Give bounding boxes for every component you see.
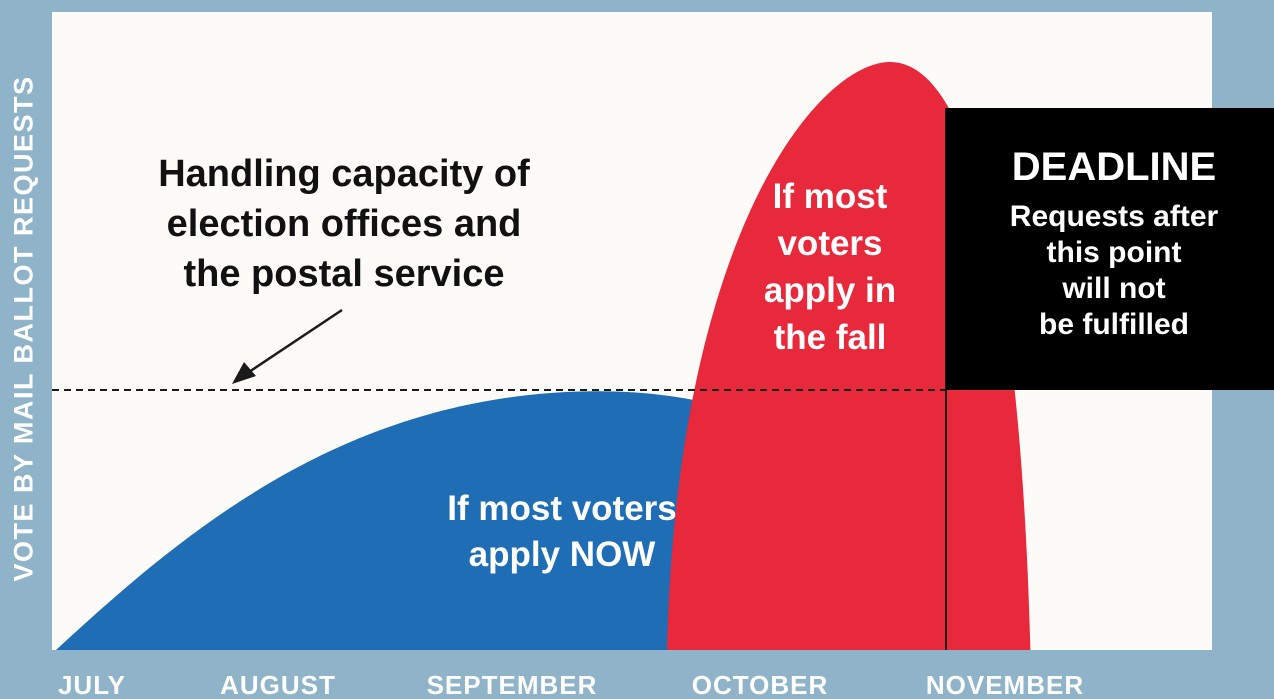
series-layer bbox=[56, 62, 1031, 650]
deadline-layer bbox=[945, 108, 1274, 650]
deadline-text: Requests after bbox=[1010, 200, 1219, 233]
deadline-text: will not bbox=[1061, 272, 1165, 305]
x-tick-label: OCTOBER bbox=[692, 670, 829, 699]
deadline-box bbox=[946, 108, 1274, 390]
series-fall-area bbox=[667, 62, 1031, 650]
fall-series-label: the fall bbox=[774, 318, 887, 357]
x-tick-label: SEPTEMBER bbox=[427, 670, 598, 699]
fall-series-label: apply in bbox=[764, 271, 896, 310]
x-tick-label: JULY bbox=[58, 670, 126, 699]
x-tick-label: NOVEMBER bbox=[926, 670, 1084, 699]
capacity-label: Handling capacity of bbox=[158, 153, 530, 195]
capacity-arrow-shaft bbox=[245, 308, 343, 376]
capacity-label: election offices and bbox=[167, 203, 522, 245]
x-axis-layer: JULY AUGUST SEPTEMBER OCTOBER NOVEMBER bbox=[58, 670, 1084, 699]
fall-series-label: If most bbox=[773, 177, 888, 216]
deadline-title: DEADLINE bbox=[1012, 145, 1216, 189]
capacity-arrow-head bbox=[232, 362, 256, 384]
now-series-label: apply NOW bbox=[469, 535, 656, 574]
reference-lines-layer bbox=[52, 308, 945, 391]
deadline-text: this point bbox=[1047, 236, 1182, 269]
deadline-text: be fulfilled bbox=[1039, 308, 1189, 341]
fall-series-label: voters bbox=[777, 224, 882, 263]
capacity-label: the postal service bbox=[183, 253, 504, 295]
annotation-layer: Handling capacity of election offices and… bbox=[158, 145, 1218, 574]
now-series-label: If most voters bbox=[447, 489, 677, 528]
x-tick-label: AUGUST bbox=[220, 670, 336, 699]
